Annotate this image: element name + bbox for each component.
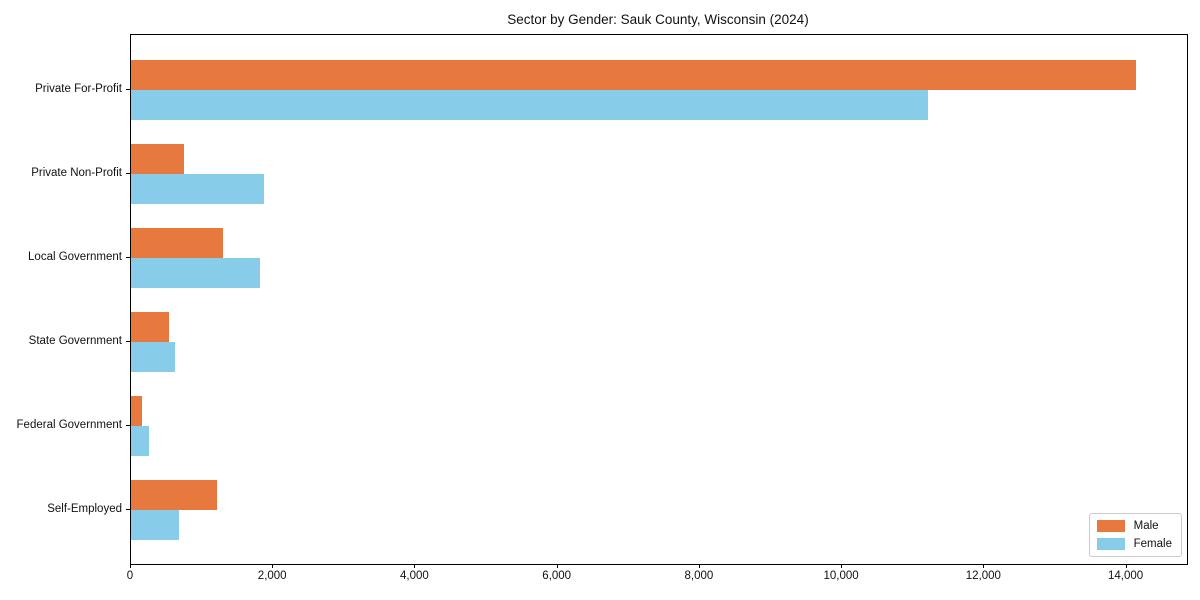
y-category-label: Private For-Profit xyxy=(35,83,122,95)
x-tick-label: 10,000 xyxy=(823,570,859,582)
plot-area: Male Female xyxy=(130,34,1188,565)
y-category-label: Private Non-Profit xyxy=(31,167,122,179)
y-tick-mark xyxy=(126,89,130,90)
y-category-label: Local Government xyxy=(28,251,122,263)
x-tick-mark xyxy=(556,564,558,568)
bar-male xyxy=(131,60,1136,90)
x-tick-mark xyxy=(414,564,416,568)
bar-male xyxy=(131,480,217,510)
bar-female xyxy=(131,342,176,372)
x-tick-label: 0 xyxy=(126,570,134,582)
bar-male xyxy=(131,396,142,426)
legend: Male Female xyxy=(1088,513,1182,557)
bar-female xyxy=(131,174,264,204)
x-tick-label: 12,000 xyxy=(965,570,1001,582)
bar-female xyxy=(131,258,261,288)
y-tick-mark xyxy=(126,425,130,426)
bar-male xyxy=(131,228,223,258)
x-tick-label: 6,000 xyxy=(542,570,572,582)
y-category-label: Self-Employed xyxy=(47,503,122,515)
x-tick-mark xyxy=(841,564,843,568)
legend-item: Male xyxy=(1096,520,1172,532)
legend-item: Female xyxy=(1096,538,1172,550)
y-category-label: Federal Government xyxy=(16,419,122,431)
bar-female xyxy=(131,90,929,120)
x-tick-mark xyxy=(130,564,131,568)
x-tick-mark xyxy=(1125,564,1127,568)
bar-male xyxy=(131,144,184,174)
x-tick-label: 4,000 xyxy=(400,570,429,582)
y-tick-mark xyxy=(126,257,130,258)
y-tick-mark xyxy=(126,341,130,342)
x-tick-mark xyxy=(698,564,700,568)
y-tick-mark xyxy=(126,173,130,174)
bar-male xyxy=(131,312,169,342)
chart-title: Sector by Gender: Sauk County, Wisconsin… xyxy=(507,12,809,27)
y-category-label: State Government xyxy=(28,335,122,347)
bar-female xyxy=(131,426,149,456)
x-tick-label: 14,000 xyxy=(1108,570,1144,582)
y-tick-mark xyxy=(126,509,130,510)
legend-label: Female xyxy=(1133,538,1172,550)
x-tick-mark xyxy=(983,564,985,568)
x-tick-mark xyxy=(272,564,274,568)
legend-swatch xyxy=(1096,520,1125,532)
x-tick-label: 8,000 xyxy=(684,570,714,582)
legend-label: Male xyxy=(1133,520,1159,532)
x-tick-label: 2,000 xyxy=(257,570,287,582)
bar-female xyxy=(131,510,179,540)
legend-swatch xyxy=(1096,538,1125,550)
